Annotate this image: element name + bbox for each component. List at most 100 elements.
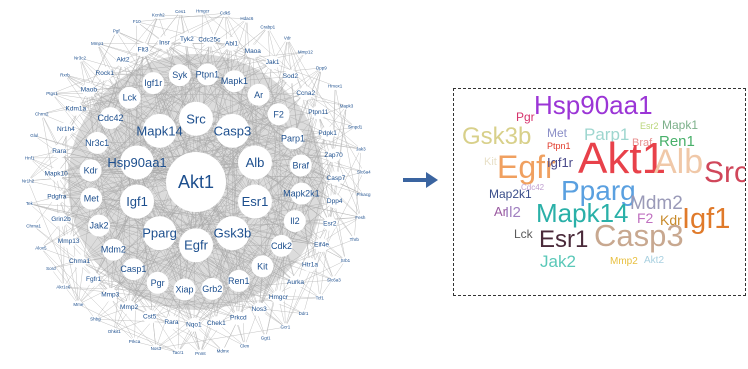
network-node — [271, 290, 286, 305]
node-label: Hmgcr — [196, 8, 210, 13]
network-node — [329, 275, 338, 284]
node-label: Nos3 — [151, 346, 162, 351]
word-cloud-word: F2 — [637, 210, 654, 226]
network-node — [265, 55, 280, 70]
network-edge — [90, 73, 105, 171]
node-label: Syk — [172, 70, 188, 80]
node-label: Ohkit1 — [108, 329, 122, 334]
node-label: Esr2 — [323, 220, 337, 227]
network-edge — [27, 14, 159, 181]
network-node — [142, 72, 165, 95]
node-label: Mapk2k1 — [283, 189, 320, 199]
network-node — [351, 122, 360, 131]
network-node — [231, 311, 246, 326]
node-label: Esr1 — [242, 194, 269, 209]
network-node — [247, 83, 270, 106]
node-label: Src — [186, 111, 206, 126]
network-node — [146, 271, 169, 294]
network-edge — [27, 180, 322, 246]
node-label: Vdr — [284, 36, 292, 41]
network-node — [202, 32, 217, 47]
network-node — [198, 6, 207, 15]
network-edge — [207, 74, 361, 218]
network-node — [237, 145, 272, 180]
network-node — [58, 122, 73, 137]
network-edge — [79, 57, 138, 202]
node-label: Mmp12 — [298, 49, 314, 54]
node-label: Casp7 — [327, 175, 346, 182]
node-label: Prkcd — [230, 315, 247, 322]
network-node — [59, 283, 68, 292]
network-node — [46, 264, 55, 273]
word-cloud-word: Akt1 — [578, 134, 667, 183]
network-node — [322, 216, 337, 231]
node-label: Ar — [254, 90, 263, 100]
network-node — [224, 36, 239, 51]
node-label: Nr1h2 — [22, 178, 35, 183]
network-node — [283, 69, 298, 84]
node-label: Jak2 — [90, 221, 109, 231]
ppi-network: Hmox1 Dpp9 Mmp12 Vdr Crabp1 Hdac6 Cdk5 Hmgcr Ces… — [22, 6, 371, 358]
network-node — [359, 190, 368, 199]
word-cloud-word: Kit — [484, 156, 497, 168]
network-edge — [51, 93, 335, 202]
node-label: Ren1 — [228, 276, 250, 286]
network-node — [283, 210, 306, 233]
node-label: Sord — [46, 266, 56, 271]
node-label: Cst5 — [143, 313, 157, 320]
network-edge — [354, 149, 362, 240]
network-node — [201, 277, 224, 300]
network-node — [164, 315, 179, 330]
node-label: Pparg — [142, 226, 177, 241]
network-edge — [97, 43, 239, 282]
network-node — [29, 222, 38, 231]
word-cloud-word: Met — [547, 126, 568, 140]
network-node — [48, 89, 57, 98]
node-label: Parp1 — [281, 133, 305, 143]
node-label: Tcf1 — [316, 295, 325, 300]
network-node — [301, 47, 310, 56]
network-node — [289, 154, 312, 177]
network-edge — [202, 10, 361, 150]
node-label: Mmp13 — [58, 238, 80, 245]
node-label: Alb — [246, 155, 265, 170]
network-edge — [159, 201, 335, 234]
node-label: Met — [84, 194, 100, 204]
node-label: Kdr — [84, 165, 98, 175]
network-edge — [91, 198, 286, 328]
word-cloud-word: Jak2 — [540, 252, 576, 271]
network-node — [341, 256, 350, 265]
network-node — [327, 194, 342, 209]
network-node — [288, 275, 303, 290]
network-node — [179, 228, 213, 263]
network-edge — [90, 130, 233, 171]
network-edge — [78, 198, 92, 305]
node-label: Ckm — [240, 344, 249, 349]
network-edge — [68, 241, 130, 308]
node-label: Shbg — [90, 317, 101, 322]
network-node — [74, 300, 83, 309]
network-edge — [129, 297, 320, 308]
network-node — [270, 234, 293, 257]
node-label: Xiap — [176, 284, 194, 294]
network-edge — [79, 245, 197, 262]
network-node — [122, 258, 145, 281]
network-edge — [136, 13, 226, 22]
node-label: Hnf1 — [25, 155, 35, 160]
network-edge — [137, 201, 295, 222]
network-node — [303, 257, 318, 272]
node-label: Srb1 — [341, 258, 351, 263]
network-node — [120, 145, 155, 180]
network-node — [154, 11, 163, 20]
node-label: Pdpk1 — [318, 130, 337, 137]
node-label: Insr — [159, 39, 171, 46]
network-node — [315, 293, 324, 302]
node-label: Ddr1 — [299, 311, 309, 316]
word-cloud-word: Mapk1 — [662, 118, 699, 132]
network-edge — [59, 151, 195, 325]
network-node — [25, 153, 34, 162]
network-node — [356, 145, 365, 154]
network-edge — [259, 155, 334, 310]
node-label: Casp3 — [214, 123, 252, 138]
network-node — [173, 348, 182, 357]
